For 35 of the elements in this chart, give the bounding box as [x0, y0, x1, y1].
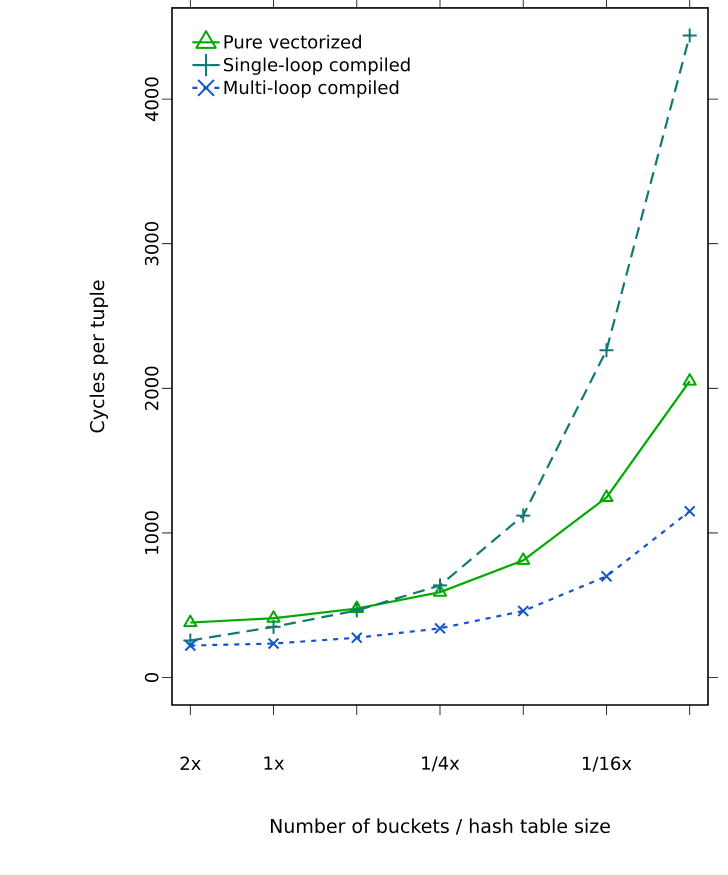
point [183, 614, 198, 628]
x-axis-title: Number of buckets / hash table size [270, 818, 610, 835]
legend-label: Multi-loop compiled [224, 80, 398, 98]
point [600, 570, 612, 582]
point [599, 489, 614, 502]
y-tick-label: 1000 [144, 511, 158, 554]
point [266, 618, 282, 635]
x-tick-label: 2x [180, 756, 201, 770]
legend-label: Single-loop compiled [224, 58, 410, 75]
point [684, 505, 696, 518]
y-tick-label: 0 [144, 672, 158, 682]
point [434, 622, 446, 634]
point [348, 602, 365, 618]
y-axis-title: Cycles per tuple [90, 280, 108, 432]
y-tick-label: 4000 [144, 77, 158, 122]
point [682, 27, 698, 44]
point [682, 373, 697, 386]
y-tick-label: 3000 [144, 222, 158, 266]
point [517, 605, 530, 617]
point [432, 584, 448, 597]
point [266, 610, 281, 623]
point [182, 632, 198, 648]
x-tick-label: 1x [264, 756, 284, 770]
y-tick-label: 2000 [144, 366, 158, 410]
point [184, 640, 196, 652]
point [350, 600, 364, 614]
point [350, 632, 363, 644]
x-tick-label: 1/4x [422, 756, 460, 772]
point [598, 342, 614, 358]
point [516, 552, 530, 565]
point [515, 508, 532, 524]
legend-label: Pure vectorized [224, 34, 361, 49]
x-tick-label: 1/16x [582, 756, 632, 772]
point [268, 638, 280, 650]
point [432, 577, 448, 594]
